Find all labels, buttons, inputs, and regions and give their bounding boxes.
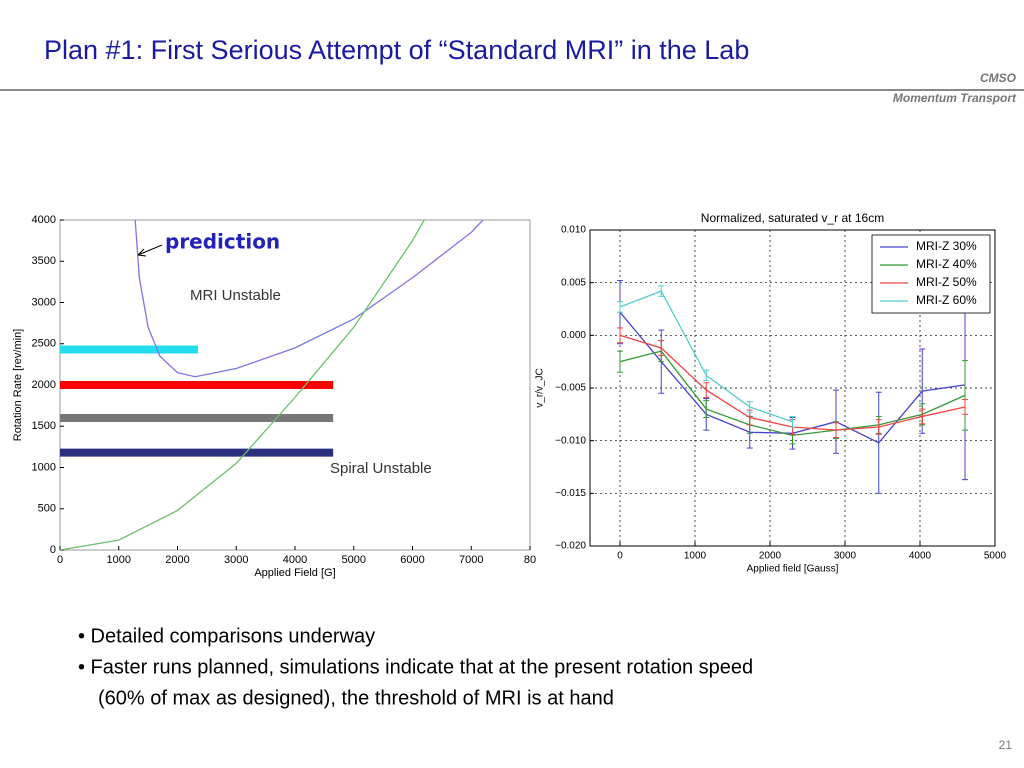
x-tick-label: 2000 xyxy=(165,554,189,566)
x-tick-label: 1000 xyxy=(107,554,131,566)
y-tick-label: 3500 xyxy=(32,255,56,267)
bullet: • Faster runs planned, simulations indic… xyxy=(78,656,753,678)
x-tick-label: 1000 xyxy=(684,551,707,562)
y-tick-label: 2500 xyxy=(32,338,56,350)
header-org: CMSO xyxy=(980,71,1017,85)
legend-label: MRI-Z 30% xyxy=(916,239,977,253)
header-topic: Momentum Transport xyxy=(893,91,1017,105)
bullet: (60% of max as designed), the threshold … xyxy=(98,687,614,709)
x-tick-label: 3000 xyxy=(834,551,857,562)
y-tick-label: 1500 xyxy=(32,420,56,432)
plot-marks xyxy=(60,220,484,550)
x-tick-label: 0 xyxy=(617,551,623,562)
x-tick-label: 5000 xyxy=(342,554,366,566)
slide-title: Plan #1: First Serious Attempt of “Stand… xyxy=(44,35,749,65)
legend-label: MRI-Z 50% xyxy=(916,275,977,289)
annotation: prediction xyxy=(165,230,280,254)
y-tick-label: 4000 xyxy=(32,214,56,226)
legend-box xyxy=(871,234,991,314)
x-tick-label: 0 xyxy=(57,554,63,566)
annotation-arrow xyxy=(137,244,163,257)
y-tick-label: −0.005 xyxy=(555,383,586,394)
y-tick-label: 2000 xyxy=(32,379,56,391)
chart-title: Normalized, saturated v_r at 16cm xyxy=(701,211,884,225)
series-line xyxy=(60,220,425,550)
page-number: 21 xyxy=(999,738,1013,752)
y-tick-label: 1000 xyxy=(32,461,56,473)
legend-label: MRI-Z 60% xyxy=(916,293,977,307)
y-tick-label: 0 xyxy=(50,544,56,556)
y-tick-label: 0.010 xyxy=(561,225,586,236)
series-line xyxy=(134,220,484,378)
x-tick-label: 5000 xyxy=(984,551,1007,562)
y-axis-label: Rotation Rate [rev/min] xyxy=(12,329,24,442)
x-tick-label: 7000 xyxy=(459,554,483,566)
x-tick-label: 4000 xyxy=(283,554,307,566)
y-tick-label: 0.005 xyxy=(561,277,586,288)
annotation: MRI Unstable xyxy=(190,287,281,304)
y-tick-label: −0.015 xyxy=(555,488,586,499)
x-tick-label: 4000 xyxy=(909,551,932,562)
x-tick-label: 2000 xyxy=(759,551,782,562)
y-tick-label: 500 xyxy=(38,503,56,515)
annotation: Spiral Unstable xyxy=(330,460,432,477)
x-tick-label: 80 xyxy=(524,554,536,566)
y-axis-label: v_r/v_JC xyxy=(535,368,546,407)
x-axis-label: Applied Field [G] xyxy=(254,567,335,579)
x-tick-label: 3000 xyxy=(224,554,248,566)
y-tick-label: 0.000 xyxy=(561,330,586,341)
y-tick-label: 3000 xyxy=(32,296,56,308)
plot-marks xyxy=(617,280,968,494)
x-tick-label: 6000 xyxy=(400,554,424,566)
y-tick-label: −0.010 xyxy=(555,435,586,446)
bullet: • Detailed comparisons underway xyxy=(78,625,375,647)
y-tick-label: −0.020 xyxy=(555,541,586,552)
legend-label: MRI-Z 40% xyxy=(916,257,977,271)
x-axis-label: Applied field [Gauss] xyxy=(747,564,839,575)
